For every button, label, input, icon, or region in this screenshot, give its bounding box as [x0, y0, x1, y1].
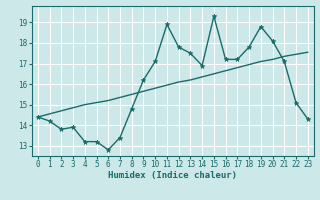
- X-axis label: Humidex (Indice chaleur): Humidex (Indice chaleur): [108, 171, 237, 180]
